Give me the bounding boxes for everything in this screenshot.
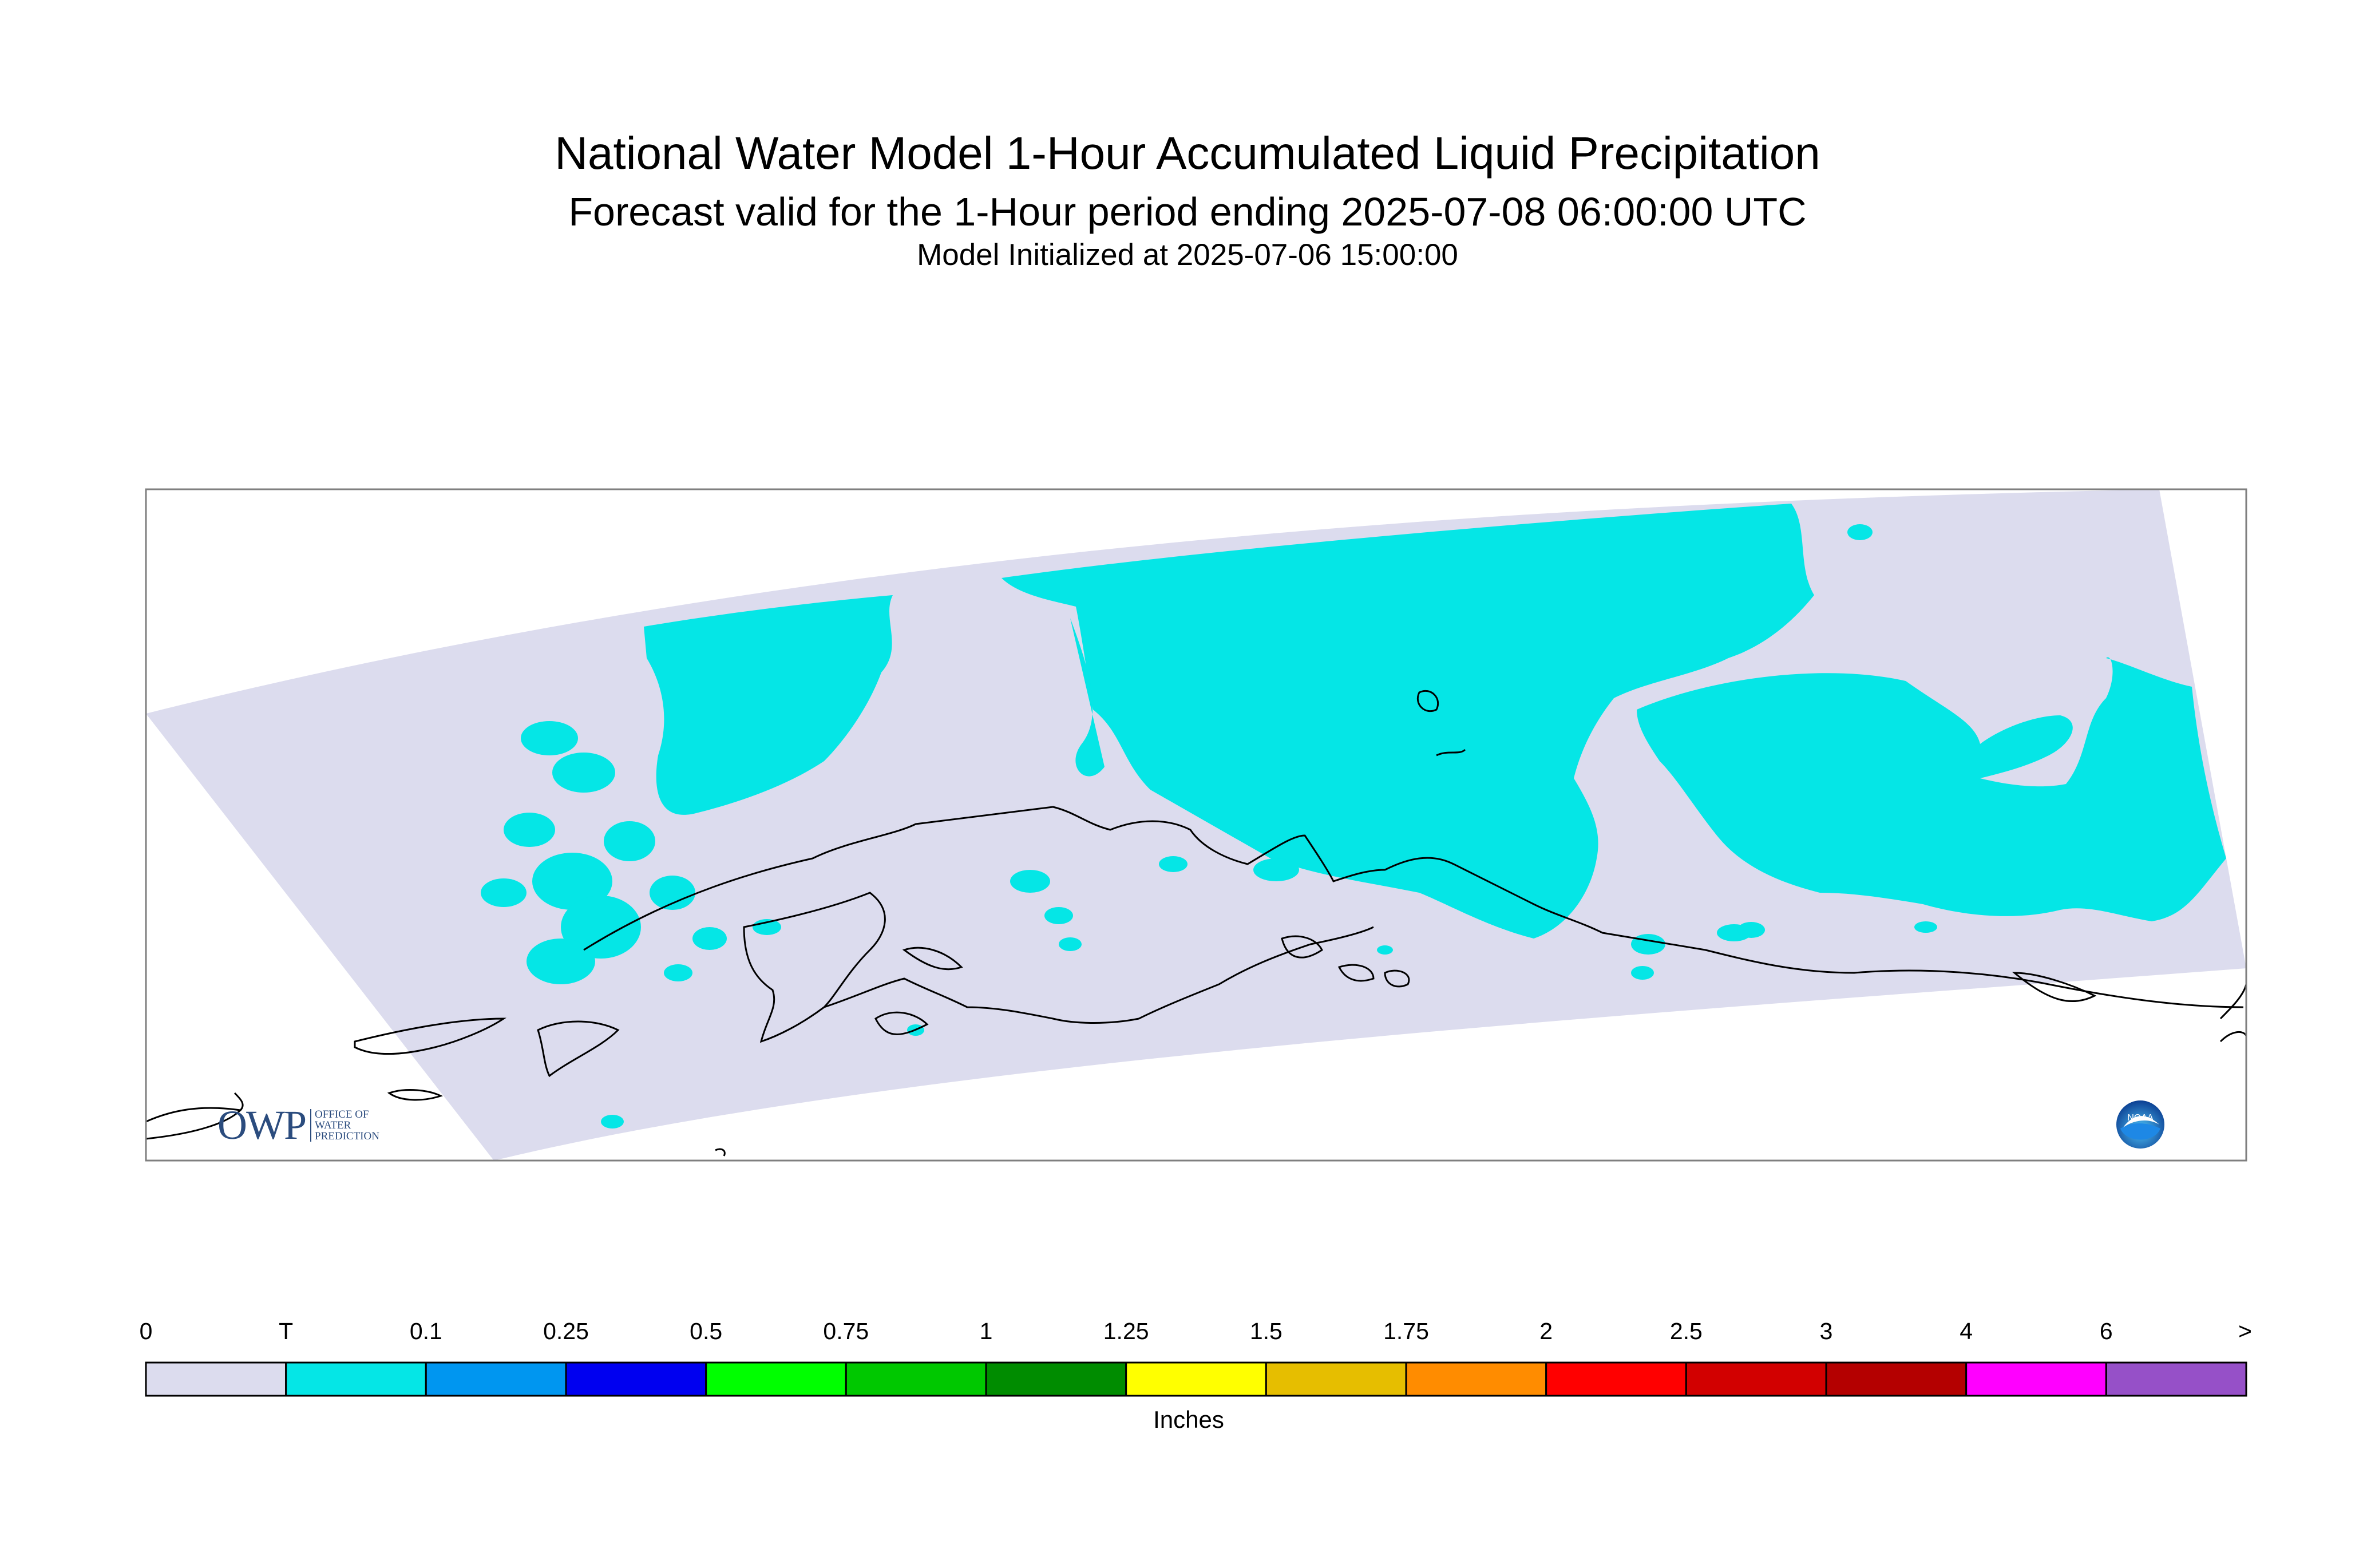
legend-swatch (705, 1361, 847, 1397)
legend-tick-label: 1.5 (1249, 1318, 1282, 1344)
legend-swatch (1265, 1361, 1407, 1397)
coastline-outline (146, 690, 2246, 1157)
legend-swatch (145, 1361, 287, 1397)
legend-tick-label: 0.5 (690, 1318, 723, 1344)
legend-swatch (1685, 1361, 1827, 1397)
color-legend-bar (145, 1361, 2247, 1397)
legend-tick-label: 1 (979, 1318, 993, 1344)
color-legend-frame (145, 1361, 2247, 1397)
legend-tick-label: 4 (1960, 1318, 1973, 1344)
owp-logo: OWP Office of Water Prediction (217, 1102, 379, 1149)
legend-swatch (1545, 1361, 1687, 1397)
legend-tick-label: 1.25 (1103, 1318, 1149, 1344)
legend-tick-label: > (2238, 1318, 2252, 1344)
owp-logo-subtext: Office of Water Prediction (310, 1109, 379, 1142)
legend-swatch (985, 1361, 1127, 1397)
map-subtitle: Forecast valid for the 1-Hour period end… (568, 189, 1807, 234)
owp-logo-text: OWP (217, 1102, 307, 1148)
noaa-logo: NOAA (2115, 1099, 2166, 1150)
legend-unit-label: Inches (1153, 1406, 1224, 1433)
init-time: Model Initialized at 2025-07-06 15:00:00 (917, 238, 1458, 272)
legend-swatch (565, 1361, 707, 1397)
legend-tick-label: 6 (2099, 1318, 2113, 1344)
legend-tick-label: 2 (1539, 1318, 1553, 1344)
legend-tick-label: 0.25 (543, 1318, 589, 1344)
legend-tick-label: 0.1 (409, 1318, 442, 1344)
legend-tick-label: 1.75 (1383, 1318, 1429, 1344)
legend-swatch (2105, 1361, 2247, 1397)
trace-precipitation-areas (481, 504, 2226, 1129)
owp-sub-line-2: Water (315, 1119, 351, 1131)
owp-sub-line-1: Office of (315, 1108, 369, 1120)
legend-swatch (1965, 1361, 2107, 1397)
legend-tick-label: 2.5 (1669, 1318, 1703, 1344)
legend-swatch (285, 1361, 427, 1397)
legend-swatch (845, 1361, 987, 1397)
legend-tick-label: 0.75 (823, 1318, 869, 1344)
legend-swatch (1825, 1361, 1968, 1397)
legend-tick-label: 0 (139, 1318, 153, 1344)
legend-tick-label: T (279, 1318, 294, 1344)
legend-swatch (1125, 1361, 1267, 1397)
legend-tick-label: 3 (1819, 1318, 1833, 1344)
noaa-logo-text: NOAA (2127, 1113, 2154, 1123)
legend-swatch (425, 1361, 567, 1397)
legend-swatch (1405, 1361, 1547, 1397)
map-frame (145, 488, 2247, 1162)
map-title: National Water Model 1-Hour Accumulated … (555, 128, 1820, 179)
owp-sub-line-3: Prediction (315, 1130, 379, 1142)
